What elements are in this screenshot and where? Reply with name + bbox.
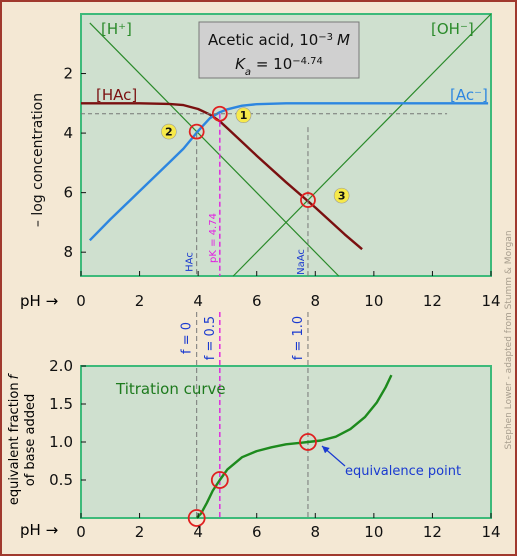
point-badge-label-1: 1 bbox=[240, 109, 248, 122]
top-x-tick-label: 10 bbox=[364, 292, 383, 310]
point-badge-2 bbox=[161, 123, 177, 140]
svg-text:Acetic acid, 10−3M: Acetic acid, 10−3 M bbox=[208, 31, 350, 49]
bottom-plot-area bbox=[80, 365, 492, 519]
ac-line bbox=[88, 102, 489, 242]
top-x-tick-label: 6 bbox=[252, 292, 262, 310]
top-y-tick-label: 6 bbox=[63, 184, 73, 202]
bottom-x-tick-label: 10 bbox=[364, 523, 383, 541]
bottom-y-axis-label-1: equivalent fractionf bbox=[7, 372, 22, 505]
titration-point-2 bbox=[299, 433, 317, 451]
series-label-oh: [OH⁻] bbox=[431, 20, 474, 38]
hac-guide-label: HAc bbox=[185, 252, 196, 272]
top-x-tick-label: 4 bbox=[193, 292, 203, 310]
top-x-tick-label: 0 bbox=[76, 292, 86, 310]
bottom-x-axis-label: pH → bbox=[20, 521, 58, 539]
top-x-axis-label: pH → bbox=[20, 292, 58, 310]
point-badge-label-3: 3 bbox=[338, 190, 346, 203]
top-x-tick-label: 14 bbox=[481, 292, 500, 310]
title-box: Acetic acid, 10−3 M Ka = 10−4.74 bbox=[198, 21, 360, 79]
top-y-tick-label: 8 bbox=[63, 243, 73, 261]
bottom-x-tick-label: 6 bbox=[252, 523, 262, 541]
top-x-tick-label: 8 bbox=[311, 292, 321, 310]
h-line bbox=[89, 22, 340, 277]
bottom-x-tick-label: 14 bbox=[481, 523, 500, 541]
series-label-ac: [Ac⁻] bbox=[450, 86, 488, 104]
bottom-x-tick-label: 8 bbox=[311, 523, 321, 541]
credit-text: Stephen Lower - adapted from Stumm & Mor… bbox=[504, 230, 514, 449]
bottom-x-tick-label: 4 bbox=[193, 523, 203, 541]
titration-point-0 bbox=[187, 509, 206, 527]
bottom-y-tick-label: 1.5 bbox=[49, 395, 73, 413]
point-badge-1 bbox=[235, 107, 252, 124]
f-guide-label-0: f = 0 bbox=[180, 322, 195, 354]
point-marker-3 bbox=[300, 192, 316, 208]
top-y-tick-label: 2 bbox=[63, 65, 73, 83]
point-badge-3 bbox=[333, 187, 350, 204]
series-label-hac: [HAc] bbox=[96, 86, 137, 104]
svg-text:Ka = 10−4.74: Ka = 10−4.74 bbox=[235, 55, 323, 78]
bottom-y-axis-label-2: of base added bbox=[23, 394, 38, 487]
point-marker-1 bbox=[211, 105, 228, 122]
f-guide-label-1: f = 0.5 bbox=[203, 316, 218, 360]
bottom-y-tick-label: 1.0 bbox=[49, 433, 73, 451]
naac-guide-label: NaAc bbox=[296, 249, 307, 275]
f-guide-label-2: f = 1.0 bbox=[291, 316, 306, 360]
bottom-x-tick-label: 2 bbox=[135, 523, 145, 541]
point-marker-2 bbox=[188, 123, 205, 140]
pk-guide-label: pK = 4.74 bbox=[208, 213, 219, 263]
top-y-axis-label: – log concentration bbox=[30, 93, 46, 227]
bottom-x-tick-label: 12 bbox=[423, 523, 442, 541]
series-label-h: [H⁺] bbox=[101, 20, 132, 38]
titration-point-1 bbox=[210, 471, 229, 489]
top-x-tick-label: 12 bbox=[423, 292, 442, 310]
equivalence-arrow bbox=[321, 445, 346, 467]
title-line-1: Acetic acid, 10 bbox=[208, 31, 318, 49]
point-badge-label-2: 2 bbox=[165, 126, 173, 139]
title-line-2: K bbox=[235, 55, 246, 73]
bottom-y-tick-label: 0.5 bbox=[49, 471, 73, 489]
oh-line bbox=[232, 13, 492, 277]
titration-line bbox=[195, 374, 393, 519]
titration-title: Titration curve bbox=[115, 380, 226, 398]
bottom-chart: 0.51.01.52.00 2 4 6 8 10 12 14 Titration curve … bbox=[7, 312, 501, 541]
top-y-tick-label: 4 bbox=[63, 124, 73, 142]
top-x-tick-label: 2 bbox=[135, 292, 145, 310]
bottom-x-tick-label: 0 bbox=[76, 523, 86, 541]
bottom-y-tick-label: 2.0 bbox=[49, 357, 73, 375]
equivalence-label: equivalence point bbox=[345, 464, 461, 479]
